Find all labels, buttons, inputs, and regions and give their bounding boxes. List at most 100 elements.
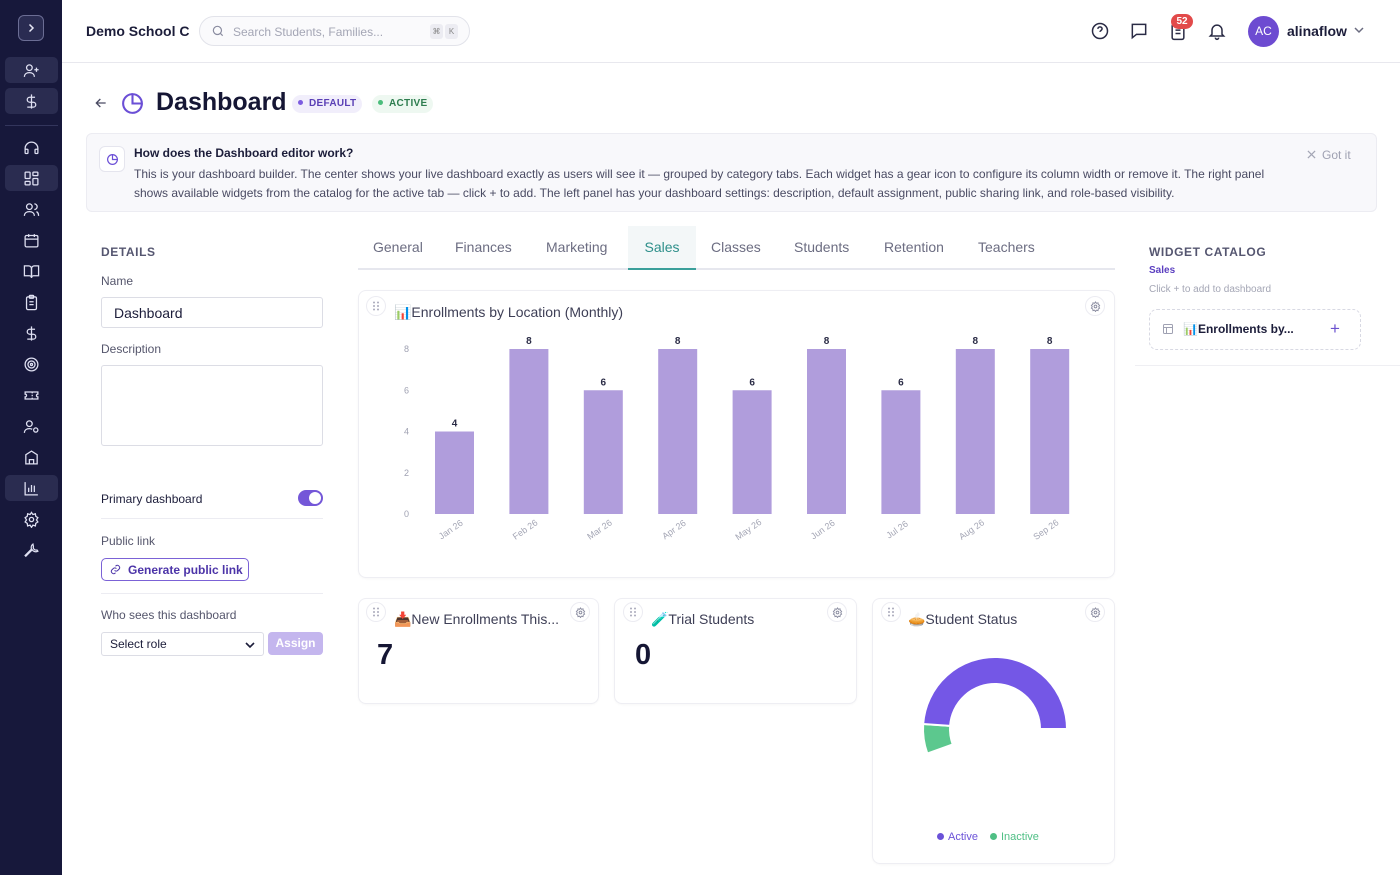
gear-icon <box>24 510 39 528</box>
sidebar-item-billing[interactable] <box>5 88 58 114</box>
role-select-value: Select role <box>110 637 167 651</box>
default-badge-dot <box>298 99 303 105</box>
bar <box>1030 349 1070 514</box>
dismiss-banner-button[interactable]: Got it <box>1307 148 1351 162</box>
school-name[interactable]: Demo School C <box>86 23 190 39</box>
active-badge: ACTIVE <box>372 95 434 113</box>
sidebar-item-tools[interactable] <box>5 537 58 563</box>
sidebar-item-settings[interactable] <box>5 506 58 532</box>
bar <box>732 390 772 514</box>
dismiss-banner-label: Got it <box>1322 148 1351 162</box>
bar <box>509 349 549 514</box>
catalog-divider <box>1135 365 1400 366</box>
bar-value-label: 8 <box>1047 336 1053 347</box>
drag-handle-icon[interactable] <box>881 602 901 622</box>
avatar[interactable]: AC <box>1248 16 1279 47</box>
widget-settings-button[interactable] <box>1085 602 1105 622</box>
sidebar-item-add-user[interactable] <box>5 57 58 83</box>
shortcut-key-k: K <box>445 24 458 39</box>
close-icon <box>1307 150 1316 159</box>
catalog-item[interactable]: 📊Enrollments by... + <box>1149 309 1361 350</box>
tab-retention[interactable]: Retention <box>884 239 944 255</box>
gear-icon <box>1090 300 1100 312</box>
catalog-item-label: 📊Enrollments by... <box>1183 322 1294 336</box>
tab-sales[interactable]: Sales <box>628 226 696 270</box>
bar <box>881 390 921 514</box>
back-arrow-icon[interactable] <box>93 95 109 111</box>
enrollments-chart-widget: 📊Enrollments by Location (Monthly) 0 2 4 6 8… <box>358 290 1115 578</box>
add-widget-button[interactable]: + <box>1330 319 1340 338</box>
drag-handle-icon[interactable] <box>366 296 386 316</box>
visibility-label: Who sees this dashboard <box>101 608 237 622</box>
tab-students[interactable]: Students <box>794 239 850 255</box>
legend-inactive[interactable]: Inactive <box>990 831 1039 843</box>
bell-icon[interactable] <box>1207 21 1227 41</box>
bar-chart-icon <box>24 481 38 496</box>
tab-marketing[interactable]: Marketing <box>546 239 608 255</box>
grip-dots-icon <box>373 607 379 617</box>
default-badge-label: DEFAULT <box>309 98 357 109</box>
sidebar-item-dashboards[interactable] <box>5 165 58 191</box>
gear-icon <box>1090 606 1100 618</box>
banner-icon-box <box>99 146 125 172</box>
x-tick-label: Mar 26 <box>585 517 614 541</box>
bar-value-label: 8 <box>973 336 979 347</box>
description-field[interactable] <box>101 365 323 446</box>
role-select[interactable]: Select role <box>101 632 264 656</box>
bar <box>807 349 846 514</box>
tab-teachers[interactable]: Teachers <box>978 239 1035 255</box>
sidebar-item-staff[interactable] <box>5 413 58 439</box>
tab-finances[interactable]: Finances <box>455 239 512 255</box>
bar-chart: 0 2 4 6 8 4 Jan 26 8 Feb 26 6 Mar 26 8 Apr 26 6 May 26… <box>404 336 1070 542</box>
wrench-icon <box>24 542 39 557</box>
gear-icon <box>832 606 842 618</box>
tab-classes[interactable]: Classes <box>711 239 761 255</box>
top-bar: Demo School C Search Students, Families.… <box>62 0 1400 63</box>
sidebar-item-calendar[interactable] <box>5 227 58 253</box>
drag-handle-icon[interactable] <box>366 602 386 622</box>
legend-inactive-label: Inactive <box>1001 831 1039 843</box>
sidebar-item-people[interactable] <box>5 196 58 222</box>
chevron-down-icon[interactable] <box>1353 24 1365 36</box>
page-title: Dashboard <box>156 88 287 116</box>
donut-slice-active[interactable] <box>922 656 1069 730</box>
sidebar-expand-button[interactable] <box>18 15 44 41</box>
notification-badge: 52 <box>1171 14 1193 29</box>
legend-active-label: Active <box>948 831 978 843</box>
widget-icon <box>1163 324 1173 334</box>
shortcut-key-cmd: ⌘ <box>430 24 443 39</box>
sidebar-item-payments[interactable] <box>5 320 58 346</box>
tab-general[interactable]: General <box>373 239 423 255</box>
sidebar-item-tickets[interactable] <box>5 382 58 408</box>
sidebar-item-goals[interactable] <box>5 351 58 377</box>
catalog-hint: Click + to add to dashboard <box>1149 284 1272 295</box>
dollar-icon <box>26 93 37 109</box>
message-icon[interactable] <box>1129 21 1149 41</box>
widget-settings-button[interactable] <box>827 602 847 622</box>
sidebar-item-locations[interactable] <box>5 444 58 470</box>
drag-handle-icon[interactable] <box>623 602 643 622</box>
assign-button[interactable]: Assign <box>268 632 323 655</box>
sidebar-item-support[interactable] <box>5 135 58 161</box>
search-box[interactable]: Search Students, Families... ⌘ K <box>199 16 470 46</box>
dollar-icon <box>26 325 37 341</box>
widget-settings-button[interactable] <box>1085 296 1105 316</box>
details-heading: DETAILS <box>101 245 156 259</box>
pie-chart-icon <box>122 93 143 114</box>
help-icon[interactable] <box>1090 21 1110 41</box>
bar <box>955 349 995 514</box>
name-field[interactable]: Dashboard <box>101 297 323 328</box>
legend-active[interactable]: Active <box>937 831 978 843</box>
public-link-label: Public link <box>101 534 156 548</box>
bar-value-label: 8 <box>675 336 681 347</box>
bar-value-label: 4 <box>452 419 458 430</box>
donut-slice-inactive[interactable] <box>922 722 954 755</box>
chevron-right-icon <box>28 23 35 33</box>
generate-public-link-button[interactable]: Generate public link <box>101 558 249 581</box>
sidebar-item-reports[interactable] <box>5 475 58 501</box>
widget-settings-button[interactable] <box>570 602 590 622</box>
sidebar-item-tasks[interactable] <box>5 289 58 315</box>
primary-dashboard-toggle[interactable] <box>298 490 323 506</box>
sidebar-item-courses[interactable] <box>5 258 58 284</box>
username[interactable]: alinaflow <box>1287 23 1347 39</box>
